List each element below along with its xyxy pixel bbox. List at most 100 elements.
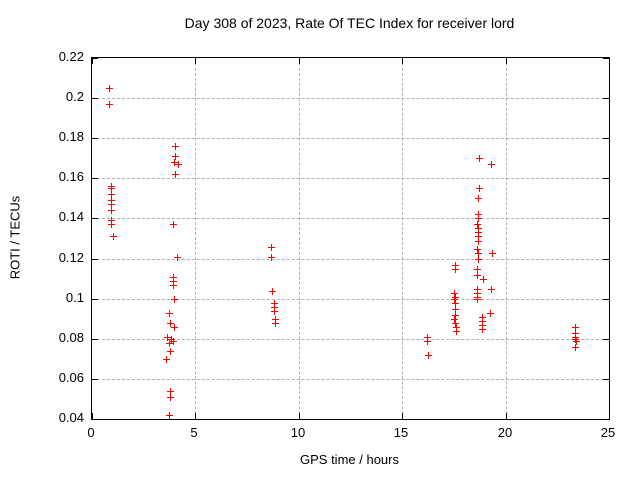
- y-gridline: [92, 379, 609, 380]
- data-point-marker: [172, 143, 179, 150]
- x-tick-top: [609, 58, 610, 64]
- y-tick-left: [92, 339, 98, 340]
- data-point-marker: [474, 246, 481, 253]
- data-point-marker: [170, 274, 177, 281]
- data-point-marker: [475, 195, 482, 202]
- y-tick-left: [92, 58, 98, 59]
- y-tick-label: 0.06: [58, 370, 84, 385]
- data-point-marker: [106, 101, 113, 108]
- data-point-marker: [476, 155, 483, 162]
- data-point-marker: [106, 85, 113, 92]
- data-point-marker: [452, 306, 459, 313]
- data-point-marker: [170, 338, 177, 345]
- y-tick-right: [603, 379, 609, 380]
- y-tick-right: [603, 138, 609, 139]
- plot-area: [91, 57, 610, 420]
- data-point-marker: [174, 254, 181, 261]
- data-point-marker: [166, 340, 173, 347]
- data-point-marker: [166, 310, 173, 317]
- x-tick-bottom: [92, 413, 93, 419]
- data-point-marker: [479, 322, 486, 329]
- y-tick-label: 0.1: [65, 290, 84, 305]
- data-point-marker: [479, 318, 486, 325]
- y-tick-left: [92, 299, 98, 300]
- data-point-marker: [170, 282, 177, 289]
- data-point-marker: [172, 153, 179, 160]
- y-axis-title: ROTI / TECUs: [7, 195, 23, 280]
- y-tick-right: [603, 218, 609, 219]
- x-gridline: [402, 58, 403, 419]
- y-tick-left: [92, 419, 98, 420]
- x-axis-title: GPS time / hours: [300, 452, 399, 467]
- x-gridline: [299, 58, 300, 419]
- y-tick-label: 0.16: [58, 169, 84, 184]
- x-tick-label: 25: [600, 425, 616, 440]
- data-point-marker: [171, 159, 178, 166]
- data-point-marker: [108, 185, 115, 192]
- data-point-marker: [271, 308, 278, 315]
- data-point-marker: [170, 278, 177, 285]
- data-point-marker: [167, 388, 174, 395]
- x-tick-label: 20: [497, 425, 513, 440]
- data-point-marker: [475, 250, 482, 257]
- data-point-marker: [110, 233, 117, 240]
- data-point-marker: [475, 238, 482, 245]
- data-point-marker: [108, 207, 115, 214]
- data-point-marker: [164, 334, 171, 341]
- chart-title: Day 308 of 2023, Rate Of TEC Index for r…: [184, 15, 515, 31]
- data-point-marker: [572, 336, 579, 343]
- data-point-marker: [108, 191, 115, 198]
- y-tick-left: [92, 218, 98, 219]
- data-point-marker: [474, 266, 481, 273]
- y-tick-right: [603, 259, 609, 260]
- y-tick-label: 0.14: [58, 209, 84, 224]
- x-tick-bottom: [402, 413, 403, 419]
- y-tick-right: [603, 299, 609, 300]
- data-point-marker: [452, 320, 459, 327]
- data-point-marker: [452, 262, 459, 269]
- y-tick-label: 0.04: [58, 410, 84, 425]
- y-gridline: [92, 98, 609, 99]
- data-point-marker: [167, 348, 174, 355]
- data-point-marker: [451, 296, 458, 303]
- data-point-marker: [572, 344, 579, 351]
- y-tick-label: 0.18: [58, 129, 84, 144]
- x-tick-top: [195, 58, 196, 64]
- x-tick-bottom: [609, 413, 610, 419]
- data-point-marker: [474, 290, 481, 297]
- y-gridline: [92, 259, 609, 260]
- data-point-marker: [474, 221, 481, 228]
- data-point-marker: [474, 272, 481, 279]
- data-point-marker: [479, 314, 486, 321]
- y-gridline: [92, 339, 609, 340]
- y-tick-label: 0.12: [58, 250, 84, 265]
- data-point-marker: [166, 412, 173, 419]
- data-point-marker: [453, 324, 460, 331]
- y-tick-left: [92, 178, 98, 179]
- data-point-marker: [163, 356, 170, 363]
- data-point-marker: [170, 221, 177, 228]
- data-point-marker: [451, 290, 458, 297]
- x-tick-bottom: [195, 413, 196, 419]
- y-tick-right: [603, 419, 609, 420]
- data-point-marker: [268, 254, 275, 261]
- y-tick-label: 0.22: [58, 49, 84, 64]
- y-tick-left: [92, 98, 98, 99]
- data-point-marker: [171, 324, 178, 331]
- x-tick-label: 15: [393, 425, 409, 440]
- data-point-marker: [475, 211, 482, 218]
- x-tick-bottom: [506, 413, 507, 419]
- data-point-marker: [424, 338, 431, 345]
- y-tick-label: 0.2: [65, 89, 84, 104]
- data-point-marker: [167, 320, 174, 327]
- data-point-marker: [487, 310, 494, 317]
- data-point-marker: [479, 326, 486, 333]
- y-gridline: [92, 138, 609, 139]
- data-point-marker: [475, 215, 482, 222]
- data-point-marker: [271, 300, 278, 307]
- data-point-marker: [108, 221, 115, 228]
- data-point-marker: [424, 334, 431, 341]
- data-point-marker: [572, 330, 579, 337]
- data-point-marker: [108, 201, 115, 208]
- data-point-marker: [172, 171, 179, 178]
